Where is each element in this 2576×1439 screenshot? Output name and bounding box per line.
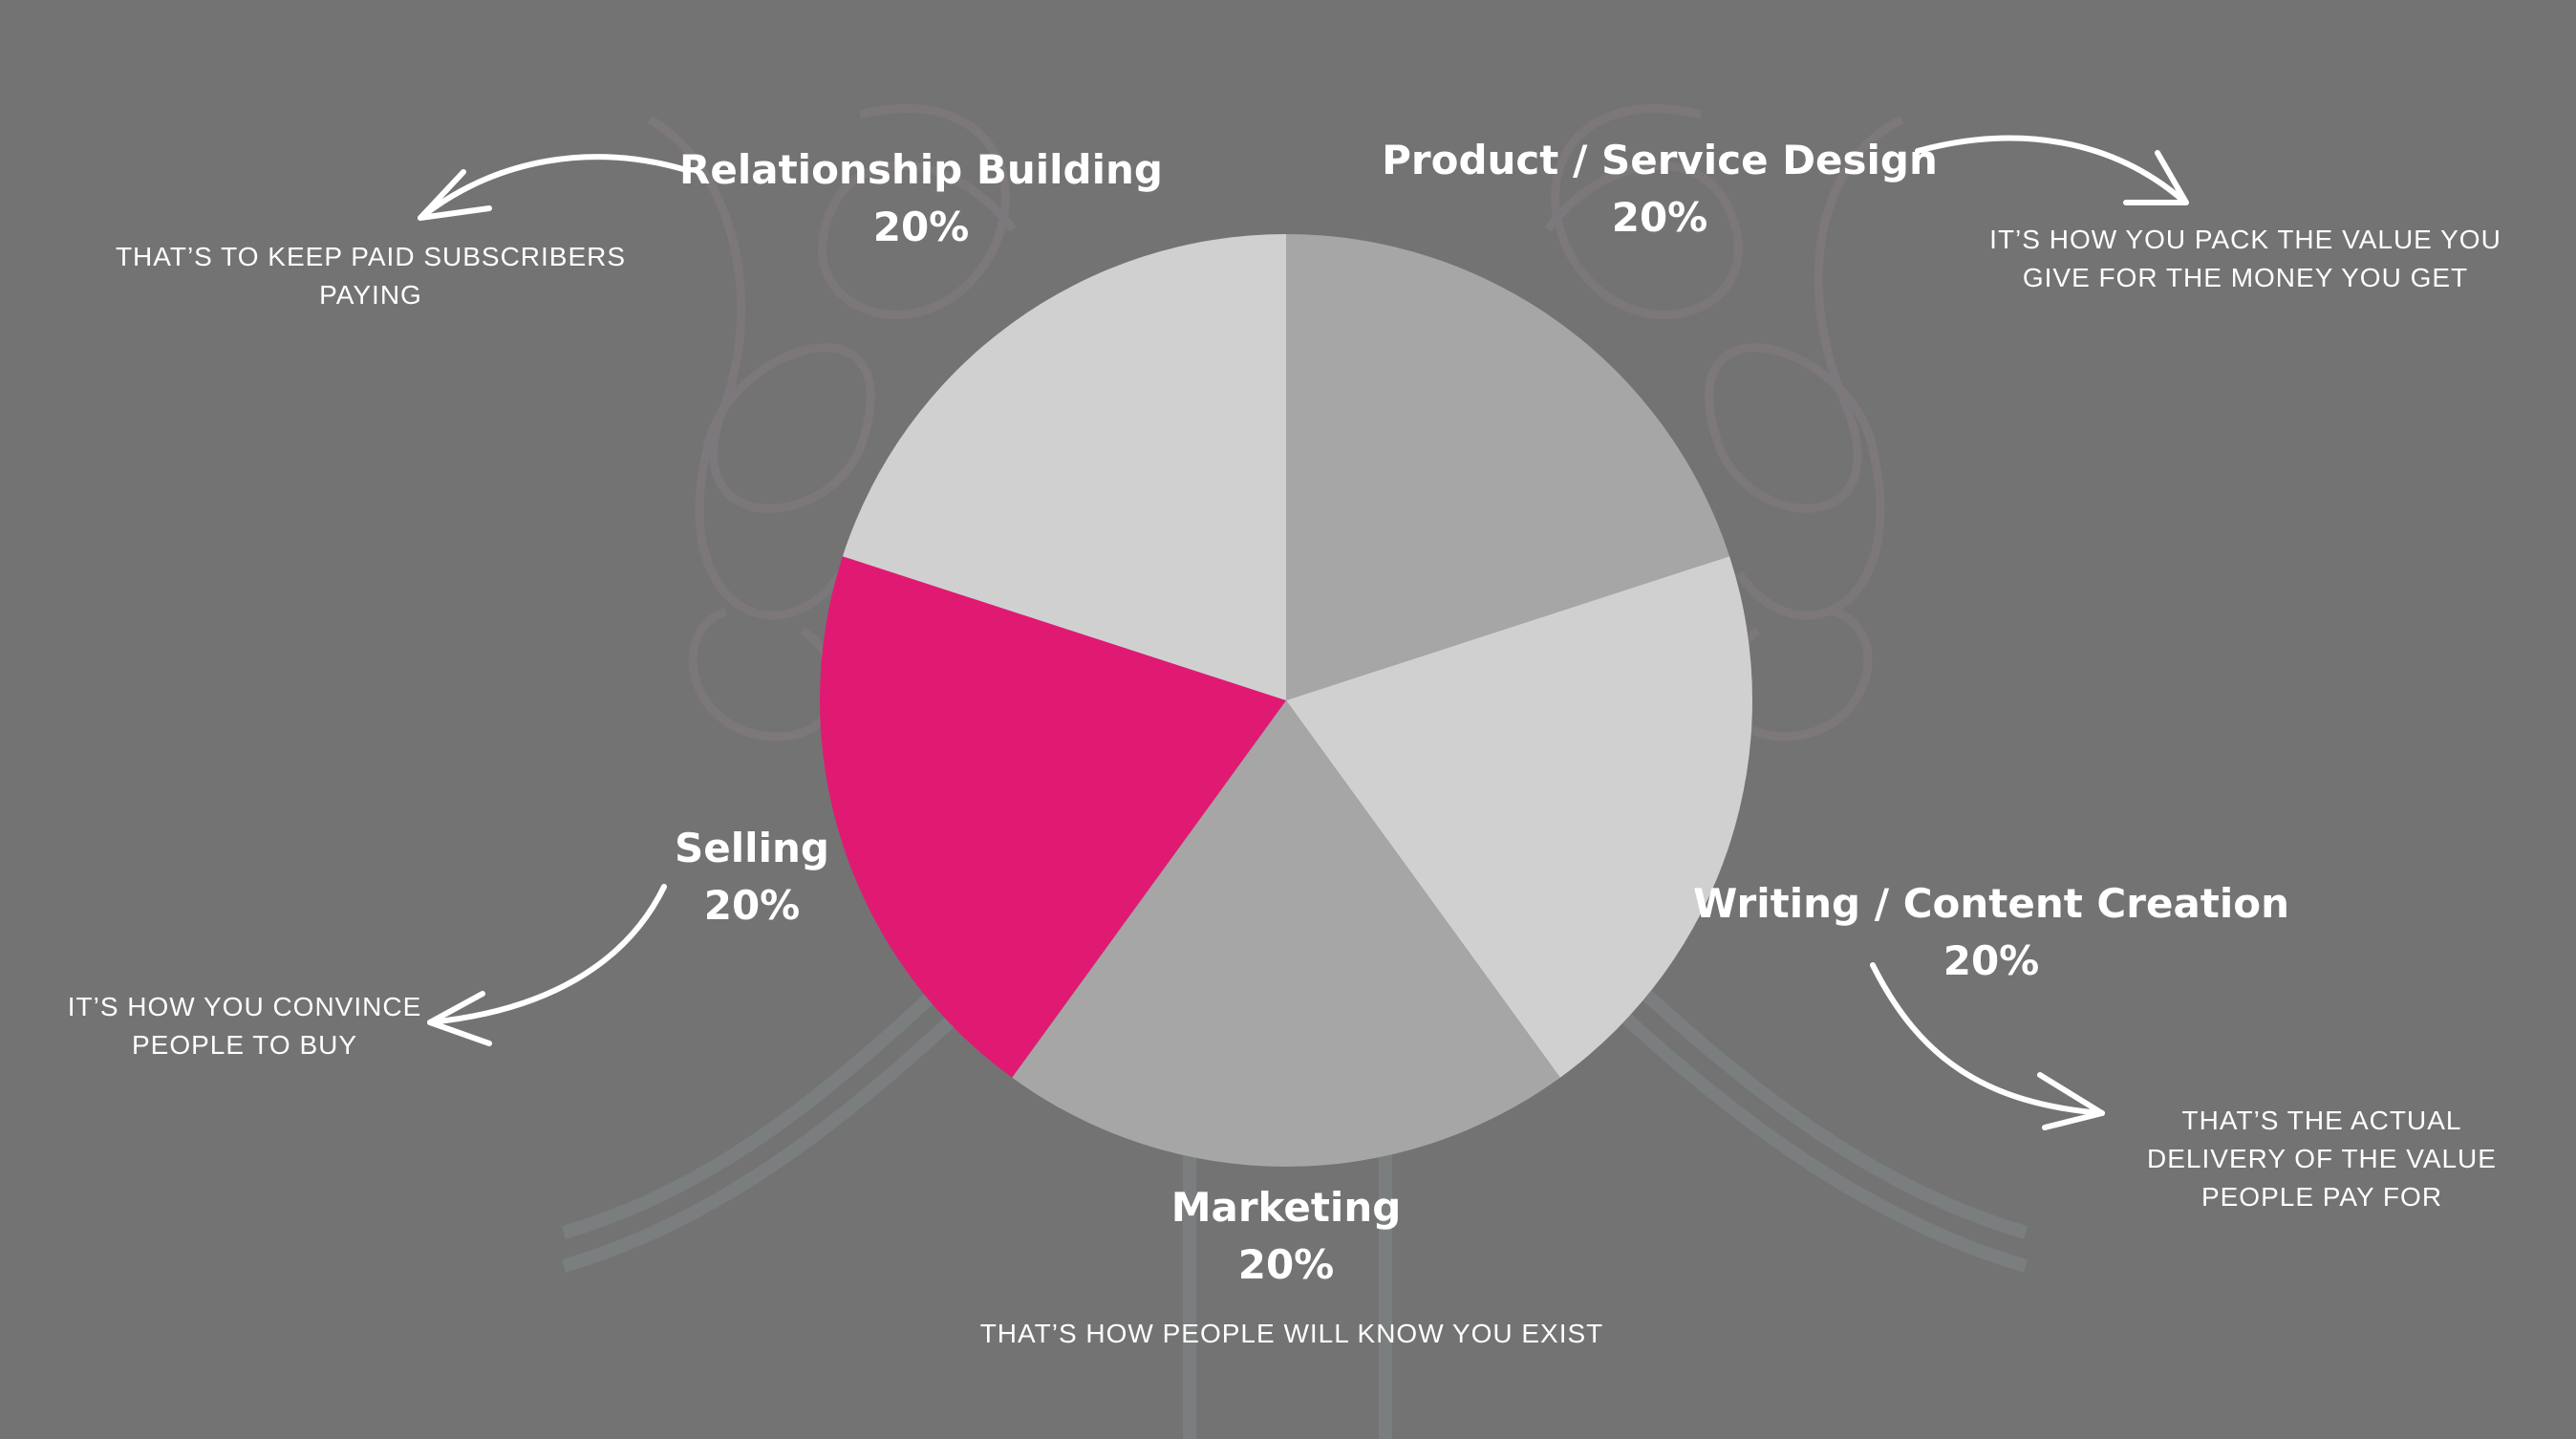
pie-slice-writing-content-creation xyxy=(1286,556,1753,1078)
slice-label-relationship-building: Relationship Building xyxy=(679,146,1163,193)
pie-slice-relationship-building xyxy=(842,234,1286,700)
note-selling: IT’S HOW YOU CONVINCE PEOPLE TO BUY xyxy=(67,992,422,1060)
slice-label-selling: Selling xyxy=(675,825,829,871)
slice-label-product-service-design: Product / Service Design xyxy=(1382,137,1938,183)
slice-value-marketing: 20% xyxy=(1237,1241,1335,1288)
slice-value-writing-content-creation: 20% xyxy=(1943,937,2040,984)
note-marketing: THAT’S HOW PEOPLE WILL KNOW YOU EXIST xyxy=(979,1319,1604,1348)
slice-value-product-service-design: 20% xyxy=(1611,194,1708,241)
arrow-relationship-building xyxy=(418,154,686,221)
slice-value-relationship-building: 20% xyxy=(872,204,970,250)
arrow-product-service-design xyxy=(1915,135,2189,205)
note-product-service-design: IT’S HOW YOU PACK THE VALUE YOU GIVE FOR… xyxy=(1989,225,2501,292)
arrow-writing-content-creation xyxy=(1870,962,2105,1130)
pie-slice-selling xyxy=(819,556,1286,1078)
arrow-selling xyxy=(427,884,667,1046)
slice-label-writing-content-creation: Writing / Content Creation xyxy=(1692,880,2290,927)
slice-value-selling: 20% xyxy=(703,882,801,929)
pie-slice-product-service-design xyxy=(1286,234,1730,700)
note-writing-content-creation: THAT’S THE ACTUAL DELIVERY OF THE VALUE … xyxy=(2147,1106,2497,1212)
note-relationship-building: THAT’S TO KEEP PAID SUBSCRIBERS PAYING xyxy=(115,242,627,310)
slice-label-marketing: Marketing xyxy=(1170,1184,1402,1231)
pie-slice-marketing xyxy=(1012,700,1560,1168)
